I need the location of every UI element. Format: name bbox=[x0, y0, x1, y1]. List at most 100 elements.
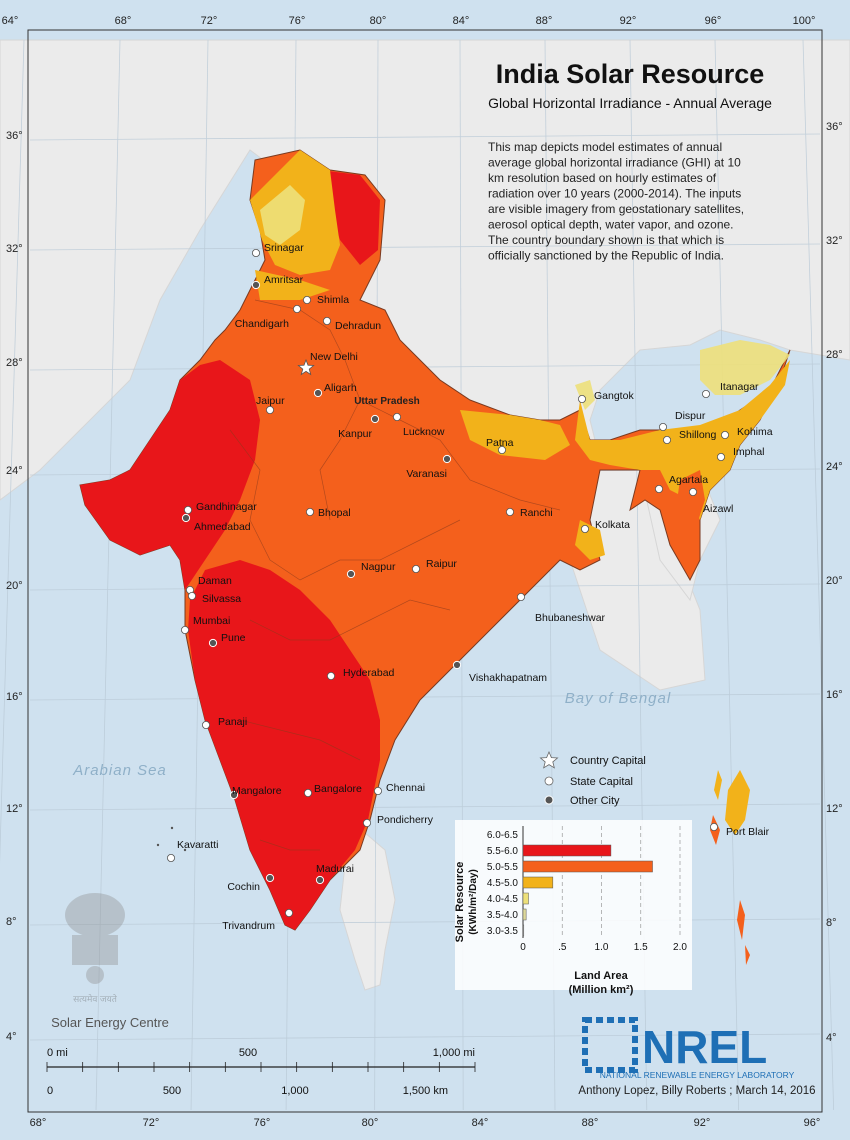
bottom-longitude-label: 92° bbox=[694, 1117, 711, 1129]
city-label: Daman bbox=[198, 575, 232, 587]
chart-y-label: Solar Resource bbox=[454, 862, 466, 943]
chart-x-tick: .5 bbox=[558, 942, 567, 953]
city-label: Kavaratti bbox=[177, 839, 218, 851]
state-capital-dot bbox=[362, 819, 371, 828]
map-subtitle: Global Horizontal Irradiance - Annual Av… bbox=[488, 95, 772, 111]
state-capital-dot bbox=[659, 422, 668, 431]
nrel-logo: NREL NATIONAL RENEWABLE ENERGY LABORATOR… bbox=[578, 1017, 816, 1097]
state-capital-dot bbox=[411, 565, 420, 574]
nrel-wordmark: NREL bbox=[642, 1021, 767, 1073]
scale-mi-label: 0 mi bbox=[47, 1047, 68, 1059]
city-label: Panaji bbox=[218, 716, 247, 728]
other-city-dot bbox=[265, 873, 275, 883]
state-capital-dot bbox=[326, 672, 335, 681]
state-capital-dot bbox=[303, 789, 312, 798]
chart-bar bbox=[522, 908, 527, 921]
description-line: are visible imagery from geostationary s… bbox=[488, 202, 744, 216]
other-city-dot bbox=[452, 660, 462, 670]
city-marker: Ahmedabad bbox=[181, 513, 251, 533]
chart-category-label: 5.0-5.5 bbox=[487, 862, 519, 873]
city-label: Pune bbox=[221, 632, 246, 644]
city-label: Gandhinagar bbox=[196, 501, 257, 513]
zone-very-high bbox=[80, 170, 380, 930]
description: This map depicts model estimates of annu… bbox=[488, 140, 744, 263]
chart-x-unit: (Million km²) bbox=[569, 984, 634, 996]
city-marker: New Delhi bbox=[297, 351, 358, 376]
city-legend: Country Capital State Capital Other City bbox=[539, 750, 646, 807]
chart-x-tick: 2.0 bbox=[673, 942, 687, 953]
city-label: Agartala bbox=[669, 474, 708, 486]
city-label: Varanasi bbox=[406, 468, 447, 480]
city-label: Mangalore bbox=[232, 785, 282, 797]
other-city-dot bbox=[370, 414, 380, 424]
city-label: Mumbai bbox=[193, 615, 230, 627]
city-label: Jaipur bbox=[256, 395, 285, 407]
city-marker: Bhopal bbox=[305, 507, 351, 519]
capital-star-icon bbox=[297, 358, 315, 376]
city-marker: Silvassa bbox=[187, 592, 241, 605]
scale-mi-label: 1,000 mi bbox=[433, 1047, 475, 1059]
credit-line: Anthony Lopez, Billy Roberts ; March 14,… bbox=[578, 1085, 815, 1097]
other-city-dot bbox=[346, 569, 356, 579]
bottom-longitude-label: 88° bbox=[582, 1117, 599, 1129]
top-longitude-label: 64° bbox=[2, 15, 19, 27]
city-marker: Daman bbox=[185, 575, 232, 595]
bottom-longitude-label: 96° bbox=[804, 1117, 821, 1129]
city-label: Aligarh bbox=[324, 382, 357, 394]
scale-mi-label: 500 bbox=[239, 1047, 257, 1059]
city-marker: Itanagar bbox=[702, 381, 759, 398]
left-latitude-label: 16° bbox=[6, 691, 23, 703]
city-label: Madurai bbox=[316, 863, 354, 875]
city-label: New Delhi bbox=[310, 351, 358, 363]
state-capital-dot bbox=[305, 507, 314, 516]
description-line: km resolution based on hourly estimates … bbox=[488, 171, 717, 185]
right-latitude-label: 36° bbox=[826, 121, 843, 133]
scale-km-label: 0 bbox=[47, 1085, 53, 1097]
city-label: Imphal bbox=[733, 446, 765, 458]
other-city-dot bbox=[313, 388, 323, 398]
city-label: Gangtok bbox=[594, 390, 634, 402]
city-label: Bangalore bbox=[314, 783, 362, 795]
right-latitude-label: 16° bbox=[826, 689, 843, 701]
chart-bar bbox=[522, 860, 653, 873]
description-line: officially sanctioned by the Republic of… bbox=[488, 249, 724, 263]
chart-bar bbox=[522, 924, 525, 937]
chart-bar bbox=[522, 876, 554, 889]
state-capital-icon bbox=[544, 776, 554, 786]
zone-low bbox=[260, 185, 790, 410]
left-latitude-label: 12° bbox=[6, 803, 23, 815]
chart-category-label: 4.0-4.5 bbox=[487, 894, 519, 905]
city-marker: Varanasi bbox=[406, 454, 452, 480]
city-marker: Agartala bbox=[655, 474, 708, 493]
city-label: Dehradun bbox=[335, 320, 381, 332]
city-marker: Kohima bbox=[721, 426, 773, 439]
left-latitude-label: 28° bbox=[6, 357, 23, 369]
chart-category-label: 3.0-3.5 bbox=[487, 926, 519, 937]
city-marker: Madurai bbox=[315, 863, 354, 885]
city-marker: Shillong bbox=[663, 429, 717, 444]
city-label: Amritsar bbox=[264, 274, 304, 286]
bottom-longitude-label: 68° bbox=[30, 1117, 47, 1129]
zone-ne-high bbox=[675, 470, 705, 540]
chart-category-label: 5.5-6.0 bbox=[487, 846, 519, 857]
state-capital-dot bbox=[373, 787, 382, 796]
map-frame: 64° 68° 72° 76° 80° 84° 88° 92° 96° 100° 68° 72° 76°… bbox=[2, 15, 843, 1129]
top-longitude-label: 96° bbox=[705, 15, 722, 27]
city-marker: Amritsar bbox=[251, 274, 304, 290]
bottom-longitude-label: 80° bbox=[362, 1117, 379, 1129]
chart-x-tick: 0 bbox=[520, 942, 526, 953]
state-capital-dot bbox=[180, 626, 189, 635]
city-marker: Chennai bbox=[373, 782, 425, 796]
right-latitude-label: 28° bbox=[826, 349, 843, 361]
city-marker: Lucknow bbox=[392, 412, 445, 438]
land-area-chart: 0 .5 1.0 1.5 2.0 6.0-6.5 5.5-6.0 5.0-5.5 4.5-5.0… bbox=[454, 820, 692, 996]
state-capital-dot bbox=[187, 592, 196, 601]
left-latitude-label: 8° bbox=[6, 916, 17, 928]
state-capital-dot bbox=[655, 484, 664, 493]
state-capital-dot bbox=[710, 823, 719, 832]
city-label: Lucknow bbox=[403, 426, 445, 438]
city-label: Ranchi bbox=[520, 507, 553, 519]
right-latitude-label: 32° bbox=[826, 235, 843, 247]
city-marker: Dispur bbox=[659, 410, 706, 431]
state-capital-dot bbox=[702, 389, 711, 398]
